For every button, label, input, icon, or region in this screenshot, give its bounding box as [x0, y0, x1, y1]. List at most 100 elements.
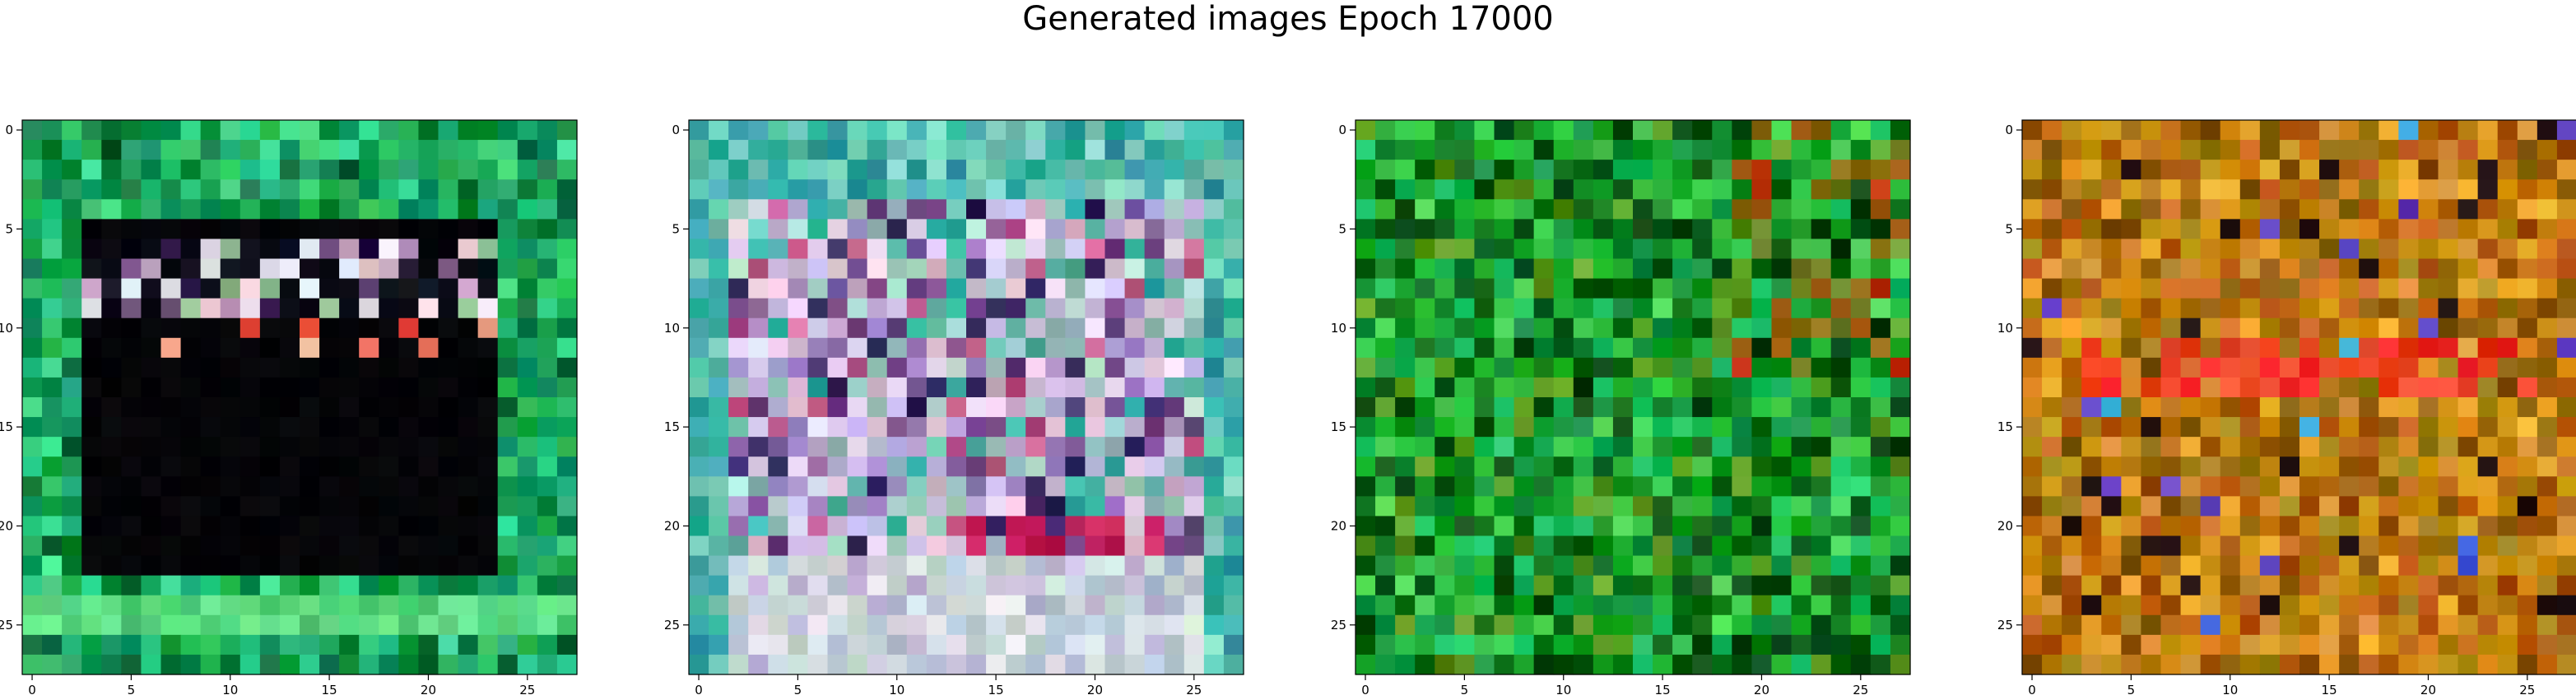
pixel-cell	[220, 614, 241, 636]
pixel-cell	[2398, 575, 2420, 596]
pixel-cell	[689, 357, 709, 378]
pixel-cell	[1890, 357, 1911, 378]
axes-frame	[688, 119, 1244, 675]
pixel-cell	[1870, 278, 1891, 299]
pixel-cell	[477, 397, 499, 418]
pixel-cell	[2517, 377, 2538, 398]
pixel-cell	[926, 120, 947, 141]
pixel-cell	[1065, 219, 1086, 240]
pixel-cell	[1183, 160, 1205, 180]
pixel-cell	[477, 317, 499, 339]
pixel-cell	[986, 496, 1007, 517]
pixel-cell	[1045, 397, 1066, 418]
pixel-cell	[1593, 120, 1614, 141]
pixel-cell	[807, 140, 829, 160]
pixel-cell	[966, 496, 987, 517]
y-tick-label: 0	[2005, 123, 2013, 137]
pixel-cell	[2536, 120, 2558, 141]
pixel-cell	[1830, 575, 1852, 596]
pixel-cell	[517, 199, 538, 220]
pixel-cell	[1612, 377, 1634, 398]
pixel-cell	[42, 634, 63, 656]
pixel-cell	[438, 357, 459, 378]
pixel-cell	[1355, 456, 1376, 477]
pixel-cell	[2200, 239, 2221, 260]
pixel-cell	[438, 199, 459, 220]
pixel-cell	[2477, 417, 2499, 438]
pixel-cell	[2200, 337, 2221, 359]
pixel-cell	[2319, 575, 2340, 596]
pixel-cell	[1751, 437, 1773, 457]
pixel-cell	[62, 179, 82, 200]
pixel-cell	[1870, 516, 1891, 537]
pixel-cell	[946, 199, 967, 220]
pixel-cell	[180, 654, 202, 675]
pixel-cell	[1533, 654, 1555, 675]
pixel-cell	[1553, 317, 1574, 339]
pixel-cell	[886, 614, 908, 636]
pixel-cell	[517, 595, 538, 616]
pixel-cell	[1203, 160, 1225, 180]
pixel-cell	[379, 634, 399, 656]
pixel-cell	[1395, 516, 1416, 537]
pixel-cell	[1890, 239, 1911, 260]
pixel-cell	[2062, 595, 2082, 616]
pixel-cell	[926, 397, 947, 418]
pixel-cell	[1811, 476, 1832, 497]
pixel-cell	[1771, 397, 1793, 418]
x-tick-label: 10	[889, 683, 904, 695]
pixel-cell	[2141, 357, 2162, 378]
pixel-cell	[1454, 496, 1476, 517]
pixel-cell	[537, 535, 558, 557]
pixel-cell	[2517, 476, 2538, 497]
pixel-cell	[2062, 476, 2082, 497]
pixel-cell	[1065, 140, 1086, 160]
pixel-cell	[966, 634, 987, 656]
pixel-cell	[2200, 634, 2221, 656]
pixel-cell	[2517, 160, 2538, 180]
pixel-cell	[966, 179, 987, 200]
pixel-cell	[180, 337, 202, 359]
pixel-cell	[279, 595, 300, 616]
pixel-cell	[1811, 516, 1832, 537]
pixel-cell	[2378, 595, 2399, 616]
pixel-cell	[101, 417, 122, 438]
pixel-cell	[1045, 258, 1066, 280]
pixel-cell	[788, 456, 809, 477]
pixel-cell	[359, 575, 379, 596]
pixel-cell	[22, 258, 43, 280]
pixel-cell	[1124, 120, 1146, 141]
pixel-cell	[946, 654, 967, 675]
pixel-cell	[1183, 179, 1205, 200]
y-tick-label: 15	[664, 419, 680, 434]
pixel-cell	[1065, 120, 1086, 141]
pixel-cell	[1085, 417, 1106, 438]
pixel-cell	[886, 258, 908, 280]
pixel-cell	[1045, 595, 1066, 616]
pixel-cell	[477, 337, 499, 359]
pixel-cell	[1474, 614, 1495, 636]
pixel-cell	[418, 258, 439, 280]
pixel-cell	[1085, 120, 1106, 141]
pixel-cell	[2378, 160, 2399, 180]
y-tick-label: 10	[0, 321, 13, 336]
pixel-cell	[1870, 437, 1891, 457]
pixel-cell	[2339, 179, 2360, 200]
pixel-cell	[1811, 199, 1832, 220]
pixel-cell	[517, 417, 538, 438]
pixel-cell	[709, 239, 729, 260]
pixel-cell	[946, 535, 967, 557]
pixel-cell	[2536, 199, 2558, 220]
pixel-cell	[2556, 456, 2576, 477]
pixel-cell	[1474, 516, 1495, 537]
pixel-cell	[1183, 298, 1205, 319]
pixel-cell	[1791, 179, 1812, 200]
pixel-cell	[1124, 298, 1146, 319]
pixel-cell	[239, 199, 261, 220]
pixel-cell	[300, 417, 320, 438]
pixel-cell	[1494, 298, 1515, 319]
pixel-cell	[788, 258, 809, 280]
pixel-cell	[2477, 634, 2499, 656]
pixel-cell	[2477, 575, 2499, 596]
